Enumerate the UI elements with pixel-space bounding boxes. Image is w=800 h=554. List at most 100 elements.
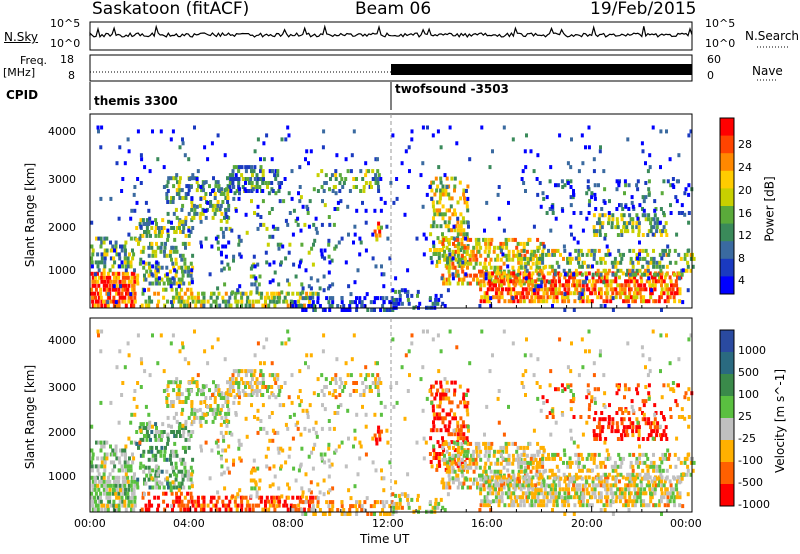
velocity-cell	[614, 483, 618, 488]
power-cell	[266, 185, 269, 189]
velocity-cell	[595, 464, 599, 469]
velocity-cell	[297, 508, 301, 512]
velocity-cell	[660, 487, 663, 492]
power-cell	[196, 295, 200, 300]
power-cell	[395, 177, 399, 181]
power-cell	[647, 299, 651, 304]
power-cell	[277, 291, 281, 296]
velocity-cell	[195, 384, 199, 389]
velocity-cell	[447, 396, 451, 401]
power-cell	[612, 279, 616, 284]
power-cell	[641, 207, 644, 211]
velocity-cell	[354, 504, 357, 509]
velocity-cell	[172, 388, 176, 393]
power-cell	[430, 260, 434, 265]
power-cell	[147, 253, 151, 258]
power-cell	[644, 268, 648, 273]
velocity-cell	[520, 452, 524, 457]
velocity-cell	[537, 449, 541, 454]
power-cell	[504, 237, 508, 242]
velocity-cell	[306, 415, 310, 419]
velocity-cell	[376, 381, 380, 385]
power-cell	[224, 299, 228, 304]
velocity-cell	[121, 503, 125, 508]
power-cell	[362, 189, 366, 193]
power-cell	[551, 268, 555, 273]
velocity-cell	[629, 460, 633, 465]
velocity-cell	[438, 416, 442, 421]
velocity-cell	[120, 495, 124, 500]
power-cell	[170, 226, 174, 230]
power-cell	[431, 180, 435, 185]
power-cell	[278, 295, 282, 300]
power-cell	[604, 233, 608, 237]
velocity-cell	[639, 487, 643, 492]
velocity-cell	[629, 421, 633, 426]
power-cell	[652, 225, 656, 230]
velocity-cell	[256, 381, 260, 385]
power-cell	[149, 233, 152, 238]
power-cell	[193, 207, 197, 212]
power-cell	[289, 299, 293, 304]
power-cell	[434, 176, 438, 181]
power-cell	[255, 185, 259, 189]
velocity-cell	[442, 441, 446, 446]
velocity-cell	[451, 416, 455, 421]
velocity-cell	[367, 373, 371, 378]
velocity-cell	[147, 434, 151, 438]
power-cell	[504, 287, 508, 292]
power-cell	[327, 300, 331, 305]
velocity-cell	[466, 469, 469, 474]
power-cell	[246, 177, 250, 181]
power-cell	[397, 301, 401, 306]
velocity-cell	[181, 345, 185, 350]
power-cell	[318, 286, 322, 291]
power-cell	[279, 242, 283, 247]
velocity-cell	[103, 507, 107, 512]
power-cell	[277, 299, 281, 304]
power-cell	[133, 291, 137, 296]
velocity-cell	[96, 468, 100, 473]
power-cell	[191, 173, 195, 178]
power-cell	[355, 185, 358, 189]
power-cell	[436, 200, 440, 205]
power-cell	[96, 279, 100, 284]
velocity-cell	[537, 481, 541, 486]
power-cell	[447, 241, 451, 246]
power-cell	[235, 177, 238, 181]
vel-y-tick-4000: 4000	[48, 334, 76, 347]
power-cell	[274, 191, 278, 196]
velocity-cell	[499, 469, 503, 474]
velocity-cell	[142, 449, 146, 454]
power-cell	[615, 207, 619, 211]
power-cell	[166, 277, 170, 282]
power-cell	[652, 217, 656, 222]
velocity-cell	[163, 457, 167, 462]
power-cell	[259, 169, 262, 174]
power-cell	[115, 161, 119, 166]
velocity-cell	[259, 361, 262, 366]
velocity-cell	[151, 333, 154, 338]
power-cell	[612, 287, 616, 292]
velocity-cell	[447, 473, 451, 478]
power-cell	[182, 281, 186, 286]
power-cell	[536, 291, 540, 296]
power-cell	[536, 295, 540, 300]
velocity-cell	[594, 411, 598, 415]
power-cell	[238, 191, 241, 196]
velocity-cell	[306, 411, 310, 415]
power-cell	[309, 286, 313, 291]
power-cell	[456, 245, 460, 250]
power-cell	[554, 183, 557, 188]
velocity-cell	[224, 400, 228, 404]
power-cell	[620, 229, 623, 234]
velocity-cell	[166, 404, 170, 408]
power-cell	[453, 208, 457, 213]
velocity-cell	[100, 444, 104, 449]
power-cell	[419, 173, 423, 178]
power-cell	[567, 279, 571, 284]
velocity-cell	[599, 491, 603, 496]
power-cell	[441, 216, 445, 221]
power-cell	[124, 287, 127, 292]
power-cell	[666, 244, 670, 249]
